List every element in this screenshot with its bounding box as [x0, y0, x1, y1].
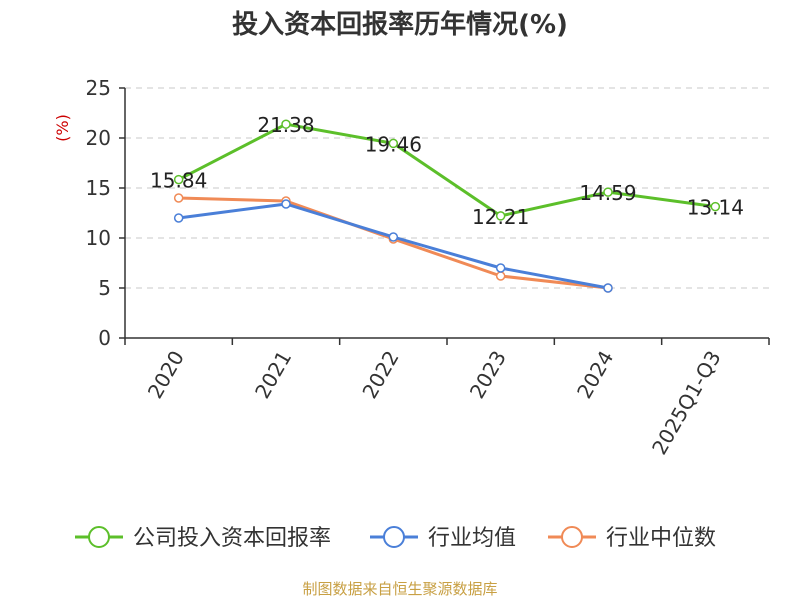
grid-lines	[125, 87, 769, 289]
y-tick-label: 0	[98, 326, 111, 350]
series-point	[603, 187, 613, 197]
series-point	[495, 271, 506, 281]
data-label: 19.46	[365, 132, 422, 156]
y-tick-label: 25	[86, 76, 111, 100]
series-line	[178, 202, 609, 290]
legend-swatch-marker	[383, 526, 405, 548]
legend-label: 行业均值	[428, 526, 516, 551]
legend-swatch-marker	[88, 526, 110, 548]
series-point	[281, 119, 291, 129]
x-tick-label: 2022	[357, 347, 403, 403]
legend-label: 公司投入资本回报率	[133, 526, 331, 551]
series-point	[603, 283, 613, 293]
x-tick-label: 2025Q1-Q3	[647, 347, 726, 459]
x-tick-label: 2023	[465, 346, 511, 402]
series-point	[173, 193, 184, 203]
series-lines	[173, 119, 721, 293]
source-note: 制图数据来自恒生聚源数据库	[302, 580, 497, 598]
series-point	[495, 263, 506, 273]
axes: 0 5 10 15 20 25 2020 2021 2022 2023 2024 2025Q1-Q3	[86, 76, 770, 459]
data-label: 14.59	[579, 181, 636, 205]
chart-title: 投入资本回报率历年情况(%)	[232, 9, 568, 40]
y-tick-label: 20	[86, 126, 111, 150]
series-point	[281, 199, 291, 209]
legend-swatch-marker	[561, 526, 583, 548]
y-axis-unit-label: (%)	[53, 114, 72, 142]
y-tick-label: 10	[86, 226, 111, 250]
data-label: 12.21	[472, 205, 529, 229]
y-tick-label: 15	[86, 176, 111, 200]
data-label: 13.14	[687, 196, 744, 220]
legend-label: 行业中位数	[606, 526, 716, 551]
x-tick-label: 2024	[572, 347, 618, 403]
x-tick-label: 2020	[143, 347, 189, 403]
data-label: 15.84	[150, 169, 207, 193]
series-point	[495, 211, 506, 221]
series-point	[173, 174, 184, 185]
data-label: 21.38	[257, 113, 314, 137]
y-tick-label: 5	[98, 276, 111, 300]
x-tick-label: 2021	[250, 347, 296, 403]
series-line	[177, 122, 716, 218]
data-labels: 15.84 21.38 19.46 12.21 14.59 13.14	[150, 113, 744, 229]
series-point	[388, 138, 399, 149]
legend: 公司投入资本回报率 行业均值 行业中位数	[75, 526, 716, 551]
series-point	[173, 213, 184, 223]
series-point	[388, 232, 399, 242]
series-point	[710, 201, 721, 212]
